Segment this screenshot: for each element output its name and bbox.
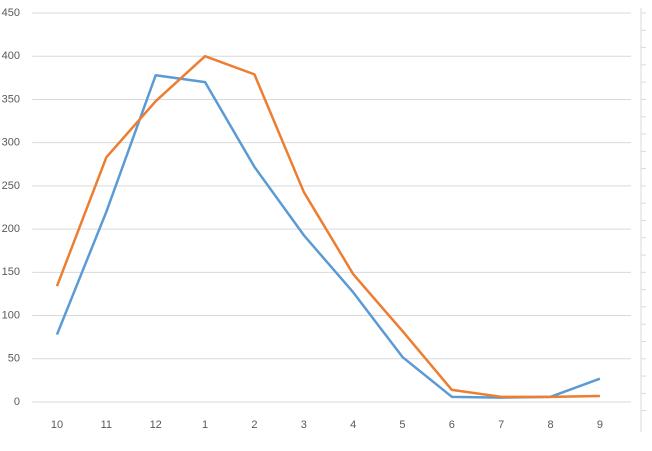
x-tick-label: 10 xyxy=(51,419,63,431)
x-tick-label: 6 xyxy=(449,419,455,431)
x-tick-label: 8 xyxy=(548,419,554,431)
x-tick-label: 7 xyxy=(498,419,504,431)
y-tick-label: 250 xyxy=(2,180,20,192)
x-tick-label: 11 xyxy=(101,419,112,431)
x-tick-label: 3 xyxy=(301,419,307,431)
x-tick-label: 12 xyxy=(150,419,162,431)
y-tick-label: 150 xyxy=(2,266,20,278)
series-line xyxy=(55,54,600,399)
y-tick-label: 200 xyxy=(2,223,20,235)
y-tick-label: 350 xyxy=(2,93,20,105)
y-tick-label: 100 xyxy=(2,309,20,321)
y-tick-label: 450 xyxy=(2,7,20,19)
y-tick-label: 400 xyxy=(2,50,20,62)
y-tick-label: 300 xyxy=(2,137,20,149)
y-tick-label: 0 xyxy=(14,396,20,408)
x-tick-label: 5 xyxy=(399,419,405,431)
x-tick-label: 2 xyxy=(251,419,257,431)
x-tick-label: 1 xyxy=(202,419,208,431)
y-tick-label: 50 xyxy=(8,353,20,365)
x-tick-label: 9 xyxy=(597,419,603,431)
x-tick-label: 4 xyxy=(350,419,356,431)
series-line xyxy=(55,73,601,399)
